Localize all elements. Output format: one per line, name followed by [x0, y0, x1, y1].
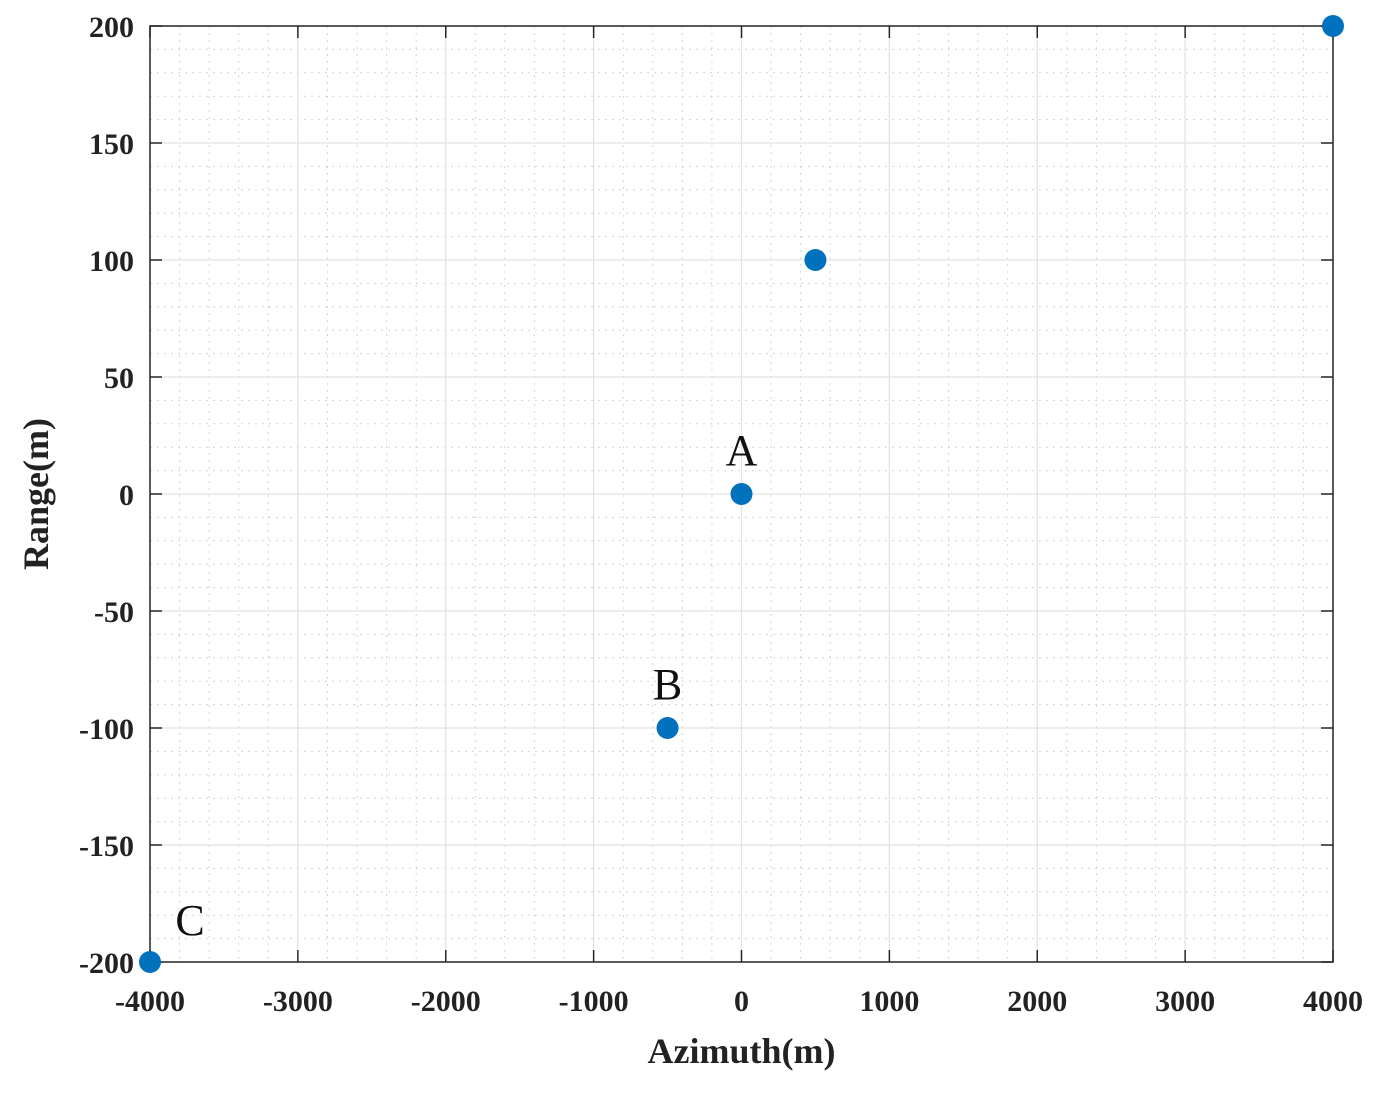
- point-label: B: [653, 660, 682, 709]
- x-tick-labels: -4000 -3000 -2000 -1000 0 1000 2000 3000 4000: [115, 985, 1363, 1018]
- x-tick-label: 0: [734, 985, 749, 1018]
- y-tick-label: -200: [79, 947, 134, 980]
- point-labels: A B C: [175, 426, 757, 945]
- y-tick-label: 100: [89, 245, 134, 278]
- x-tick-label: 2000: [1007, 985, 1067, 1018]
- x-tick-label: 4000: [1303, 985, 1363, 1018]
- scatter-point: [730, 483, 753, 505]
- x-tick-label: 1000: [859, 985, 919, 1018]
- x-tick-label: -2000: [411, 985, 481, 1018]
- scatter-point: [1322, 15, 1344, 37]
- y-tick-label: -150: [79, 830, 134, 863]
- scatter-point: [139, 951, 161, 973]
- x-tick-label: -3000: [263, 985, 333, 1018]
- scatter-point: [804, 249, 827, 271]
- y-tick-label: 50: [104, 362, 134, 395]
- x-tick-label: 3000: [1155, 985, 1215, 1018]
- y-tick-label: 0: [119, 479, 134, 512]
- point-label: A: [726, 426, 758, 475]
- y-tick-labels: -200 -150 -100 -50 0 50 100 150 200: [79, 11, 134, 980]
- y-tick-label: -50: [94, 596, 134, 629]
- scatter-point: [656, 717, 679, 739]
- data-points: [139, 15, 1344, 973]
- y-tick-label: 150: [89, 128, 134, 161]
- x-tick-label: -1000: [559, 985, 629, 1018]
- point-label: C: [175, 896, 204, 945]
- y-tick-label: 200: [89, 11, 134, 44]
- x-axis-label: Azimuth(m): [648, 1031, 836, 1071]
- y-axis-label: Range(m): [16, 418, 56, 570]
- x-tick-label: -4000: [115, 985, 185, 1018]
- y-tick-label: -100: [79, 713, 134, 746]
